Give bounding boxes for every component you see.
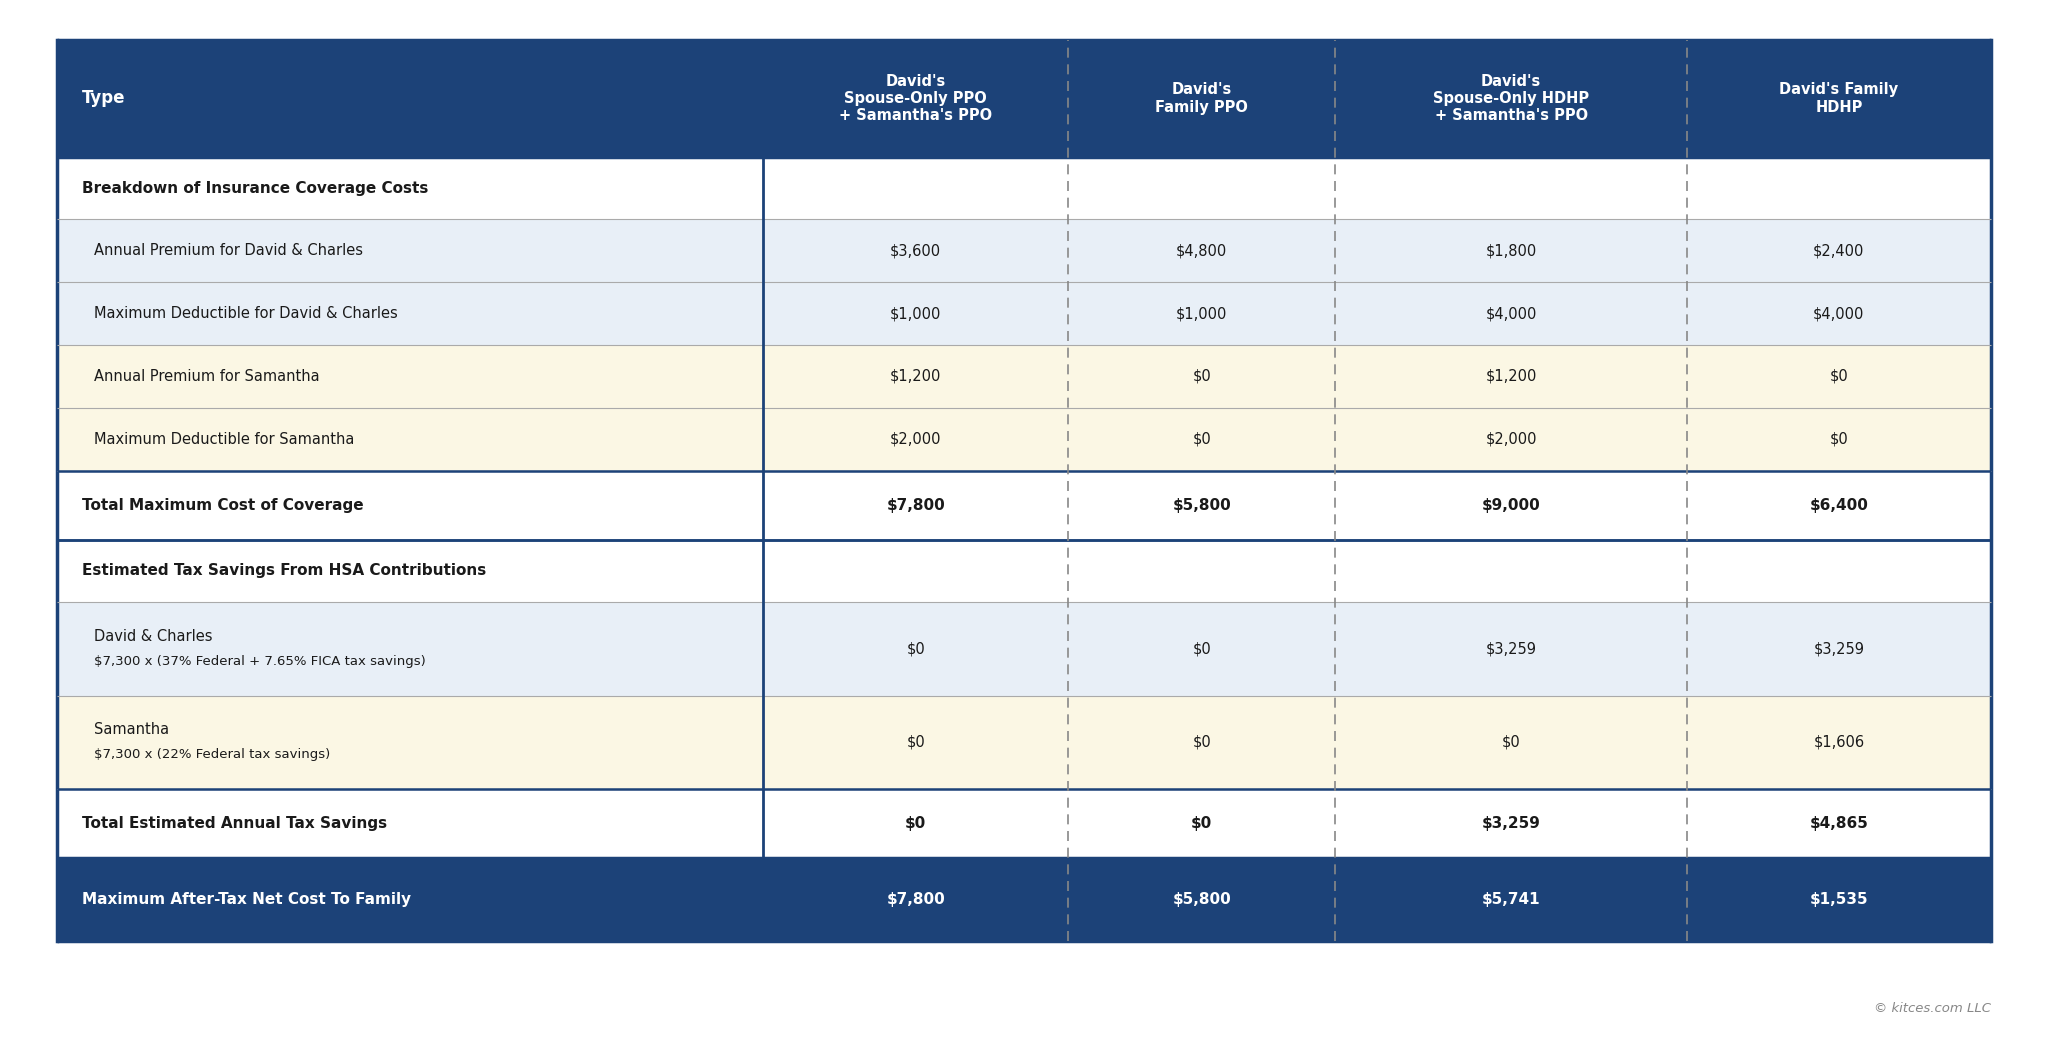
- Text: David's
Spouse-Only HDHP
+ Samantha's PPO: David's Spouse-Only HDHP + Samantha's PP…: [1434, 74, 1589, 124]
- Text: $1,606: $1,606: [1812, 735, 1864, 749]
- Text: $1,800: $1,800: [1485, 243, 1536, 258]
- Text: $4,800: $4,800: [1176, 243, 1227, 258]
- Bar: [57, 156, 1991, 220]
- Text: Type: Type: [82, 90, 125, 108]
- Text: © kitces.com LLC: © kitces.com LLC: [1874, 1002, 1991, 1015]
- Text: Maximum Deductible for David & Charles: Maximum Deductible for David & Charles: [94, 307, 397, 321]
- Bar: [57, 539, 1991, 602]
- Text: $9,000: $9,000: [1483, 498, 1540, 513]
- Text: $0: $0: [1829, 432, 1847, 447]
- Text: $7,800: $7,800: [887, 498, 944, 513]
- Text: $4,865: $4,865: [1810, 816, 1868, 831]
- Text: $6,400: $6,400: [1810, 498, 1868, 513]
- Bar: [57, 40, 1991, 156]
- Text: Maximum After-Tax Net Cost To Family: Maximum After-Tax Net Cost To Family: [82, 892, 412, 907]
- Bar: [57, 220, 1991, 282]
- Text: Estimated Tax Savings From HSA Contributions: Estimated Tax Savings From HSA Contribut…: [82, 563, 485, 578]
- Text: $2,400: $2,400: [1812, 243, 1864, 258]
- Bar: [57, 282, 1991, 345]
- Bar: [57, 696, 1991, 789]
- Text: Total Estimated Annual Tax Savings: Total Estimated Annual Tax Savings: [82, 816, 387, 831]
- Text: $1,200: $1,200: [891, 369, 942, 384]
- Text: $7,800: $7,800: [887, 892, 944, 907]
- Text: Maximum Deductible for Samantha: Maximum Deductible for Samantha: [94, 432, 354, 447]
- Bar: [57, 408, 1991, 470]
- Text: $0: $0: [1192, 432, 1210, 447]
- Bar: [57, 789, 1991, 857]
- Text: $7,300 x (22% Federal tax savings): $7,300 x (22% Federal tax savings): [94, 748, 330, 761]
- Bar: [57, 470, 1991, 539]
- Text: $3,259: $3,259: [1483, 816, 1540, 831]
- Text: $5,800: $5,800: [1174, 498, 1231, 513]
- Bar: [57, 345, 1991, 408]
- Bar: [57, 857, 1991, 941]
- Text: $0: $0: [1501, 735, 1520, 749]
- Text: $4,000: $4,000: [1812, 307, 1864, 321]
- Text: David & Charles: David & Charles: [94, 629, 213, 644]
- Text: $5,741: $5,741: [1483, 892, 1540, 907]
- Text: $0: $0: [1192, 735, 1210, 749]
- Text: $1,000: $1,000: [1176, 307, 1227, 321]
- Text: $5,800: $5,800: [1174, 892, 1231, 907]
- Bar: [57, 602, 1991, 696]
- Text: $3,259: $3,259: [1812, 642, 1864, 656]
- Text: David's
Spouse-Only PPO
+ Samantha's PPO: David's Spouse-Only PPO + Samantha's PPO: [840, 74, 993, 124]
- Text: $0: $0: [907, 642, 926, 656]
- Text: Annual Premium for David & Charles: Annual Premium for David & Charles: [94, 243, 362, 258]
- Text: David's
Family PPO: David's Family PPO: [1155, 82, 1249, 114]
- Text: $0: $0: [1829, 369, 1847, 384]
- Text: $1,000: $1,000: [891, 307, 942, 321]
- Text: $3,600: $3,600: [891, 243, 942, 258]
- Text: $0: $0: [907, 735, 926, 749]
- Text: $0: $0: [905, 816, 926, 831]
- Text: $4,000: $4,000: [1485, 307, 1536, 321]
- Text: $1,200: $1,200: [1485, 369, 1536, 384]
- Text: David's Family
HDHP: David's Family HDHP: [1780, 82, 1898, 114]
- Text: $0: $0: [1192, 369, 1210, 384]
- Text: $3,259: $3,259: [1485, 642, 1536, 656]
- Text: $2,000: $2,000: [891, 432, 942, 447]
- Text: Annual Premium for Samantha: Annual Premium for Samantha: [94, 369, 319, 384]
- Text: Samantha: Samantha: [94, 722, 170, 738]
- Text: $0: $0: [1192, 642, 1210, 656]
- Text: $2,000: $2,000: [1485, 432, 1536, 447]
- Text: Total Maximum Cost of Coverage: Total Maximum Cost of Coverage: [82, 498, 365, 513]
- Text: Breakdown of Insurance Coverage Costs: Breakdown of Insurance Coverage Costs: [82, 181, 428, 196]
- Text: $1,535: $1,535: [1810, 892, 1868, 907]
- Text: $0: $0: [1192, 816, 1212, 831]
- Text: $7,300 x (37% Federal + 7.65% FICA tax savings): $7,300 x (37% Federal + 7.65% FICA tax s…: [94, 654, 426, 668]
